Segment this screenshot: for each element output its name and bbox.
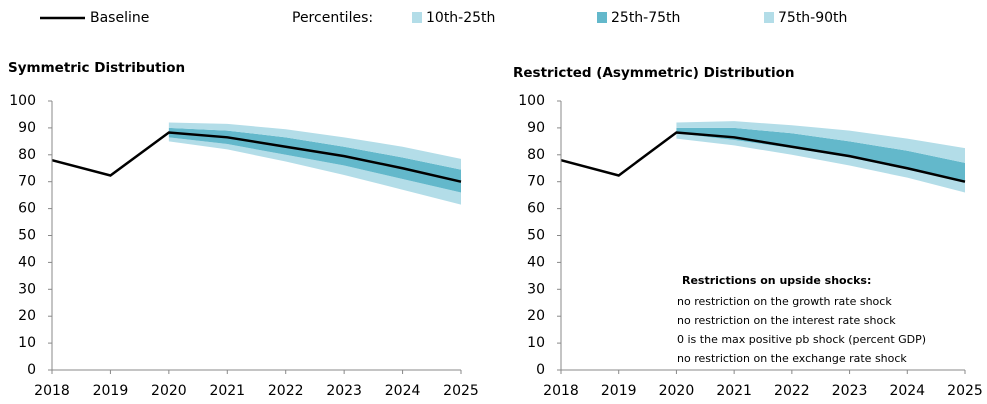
y-tick-label: 100 bbox=[9, 93, 36, 109]
y-tick-label: 20 bbox=[527, 308, 545, 324]
x-tick-label: 2022 bbox=[774, 383, 810, 399]
y-tick-label: 100 bbox=[518, 93, 545, 109]
baseline-line bbox=[51, 131, 462, 183]
legend-swatch bbox=[597, 12, 607, 23]
annotation-line: 0 is the max positive pb shock (percent … bbox=[677, 333, 926, 346]
annotation-title: Restrictions on upside shocks: bbox=[682, 274, 871, 287]
x-tick-label: 2025 bbox=[443, 383, 479, 399]
percentile-band bbox=[168, 127, 461, 193]
y-tick-label: 70 bbox=[527, 174, 545, 190]
legend-swatch bbox=[412, 12, 422, 23]
y-tick-label: 30 bbox=[527, 281, 545, 297]
x-tick-label: 2022 bbox=[268, 383, 304, 399]
x-tick-label: 2019 bbox=[601, 383, 637, 399]
legend-baseline: Baseline bbox=[90, 10, 149, 26]
y-tick-label: 60 bbox=[527, 201, 545, 217]
y-tick-label: 10 bbox=[18, 335, 36, 351]
percentile-band bbox=[168, 137, 461, 205]
y-tick-label: 70 bbox=[18, 174, 36, 190]
percentile-band bbox=[168, 122, 461, 170]
annotation-line: no restriction on the growth rate shock bbox=[677, 295, 892, 308]
y-tick-label: 90 bbox=[527, 120, 545, 136]
x-tick-label: 2018 bbox=[34, 383, 70, 399]
legend-label: 25th-75th bbox=[611, 10, 680, 26]
legend-percentiles: Percentiles: bbox=[292, 10, 373, 26]
legend-label: 10th-25th bbox=[426, 10, 495, 26]
x-tick-label: 2018 bbox=[543, 383, 579, 399]
y-tick-label: 40 bbox=[18, 254, 36, 270]
y-tick-label: 80 bbox=[527, 147, 545, 163]
legend-swatch bbox=[764, 12, 774, 23]
x-tick-label: 2021 bbox=[716, 383, 752, 399]
y-tick-label: 80 bbox=[18, 147, 36, 163]
chart-title: Symmetric Distribution bbox=[8, 60, 185, 76]
x-tick-label: 2024 bbox=[889, 383, 925, 399]
y-tick-label: 20 bbox=[18, 308, 36, 324]
x-tick-label: 2023 bbox=[326, 383, 362, 399]
y-tick-label: 0 bbox=[27, 362, 36, 378]
y-tick-label: 30 bbox=[18, 281, 36, 297]
percentile-band bbox=[676, 121, 965, 163]
legend-label: 75th-90th bbox=[778, 10, 847, 26]
x-tick-label: 2025 bbox=[947, 383, 983, 399]
percentile-band bbox=[676, 127, 965, 182]
y-tick-label: 90 bbox=[18, 120, 36, 136]
y-tick-label: 0 bbox=[536, 362, 545, 378]
x-tick-label: 2019 bbox=[93, 383, 129, 399]
chart-title: Restricted (Asymmetric) Distribution bbox=[513, 65, 795, 81]
y-tick-label: 50 bbox=[527, 228, 545, 244]
x-tick-label: 2020 bbox=[659, 383, 695, 399]
percentile-band bbox=[676, 133, 965, 193]
x-tick-label: 2024 bbox=[385, 383, 421, 399]
x-tick-label: 2021 bbox=[209, 383, 245, 399]
x-tick-label: 2023 bbox=[832, 383, 868, 399]
annotation-line: no restriction on the interest rate shoc… bbox=[677, 314, 896, 327]
y-tick-label: 10 bbox=[527, 335, 545, 351]
annotation-line: no restriction on the exchange rate shoc… bbox=[677, 352, 907, 365]
y-tick-label: 60 bbox=[18, 201, 36, 217]
baseline-line bbox=[560, 131, 966, 183]
x-tick-label: 2020 bbox=[151, 383, 187, 399]
y-tick-label: 50 bbox=[18, 228, 36, 244]
y-tick-label: 40 bbox=[527, 254, 545, 270]
